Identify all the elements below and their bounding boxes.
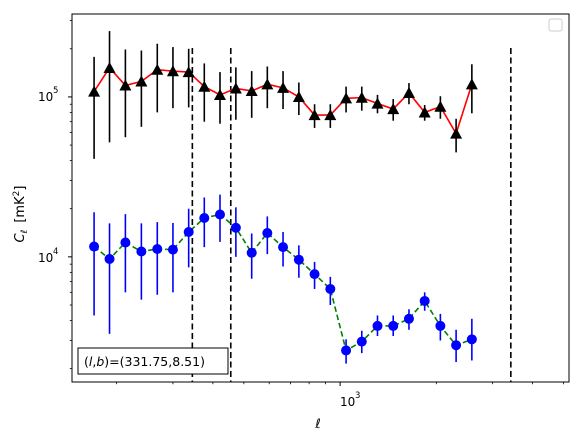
series-1: [89, 194, 477, 364]
series-0-marker-8: [213, 88, 226, 100]
series-0-marker-24: [465, 78, 478, 90]
series-0-marker-6: [182, 66, 195, 78]
series-1-marker-16: [341, 345, 352, 356]
series-1-marker-20: [403, 313, 414, 324]
series-0-marker-20: [402, 86, 415, 98]
series-0-marker-15: [324, 109, 337, 121]
series-0-marker-19: [387, 103, 400, 115]
series-0-marker-22: [434, 100, 447, 112]
annotation-box: (l,b)=(331.75,8.51): [77, 347, 229, 375]
y-tick-label-exp: 4: [53, 247, 58, 257]
series-0-marker-4: [151, 63, 164, 75]
series-1-marker-7: [199, 212, 210, 223]
series-0-marker-7: [198, 80, 211, 92]
series-1-marker-17: [356, 336, 367, 347]
series-0-marker-3: [135, 75, 148, 87]
series-0-marker-11: [261, 78, 274, 90]
y-axis-label: Cℓ[mK2]: [12, 186, 30, 243]
series-0-marker-12: [277, 81, 290, 93]
y-tick-label-1e5: 10 5: [38, 86, 58, 104]
series-1-marker-22: [435, 320, 446, 331]
series-1-marker-13: [293, 254, 304, 265]
series-1-marker-15: [325, 283, 336, 294]
series-1-marker-19: [388, 320, 399, 331]
x-tick-label-base: 10: [340, 395, 355, 409]
annotation-text: (l,b)=(331.75,8.51): [84, 354, 205, 369]
series-0-marker-9: [229, 82, 242, 94]
plot-area: [88, 31, 512, 382]
series-1-marker-12: [278, 242, 289, 253]
legend: [548, 18, 563, 32]
series-1-marker-18: [372, 320, 383, 331]
series-1-marker-14: [309, 269, 320, 280]
series-0-marker-14: [308, 109, 321, 121]
series-0-marker-2: [119, 79, 132, 91]
axes-frame: [71, 13, 570, 383]
series-1-marker-9: [230, 222, 241, 233]
series-1-marker-4: [152, 243, 163, 254]
x-tick-label-exp: 3: [355, 391, 360, 401]
series-1-marker-23: [451, 340, 462, 351]
series-0-marker-21: [418, 106, 431, 118]
y-tick-label-base: 10: [38, 90, 53, 104]
series-0-marker-10: [245, 84, 258, 97]
series-1-marker-2: [120, 237, 131, 248]
y-tick-label-exp: 5: [53, 86, 58, 96]
legend-empty-box: [548, 18, 563, 32]
series-0-marker-18: [371, 97, 384, 109]
series-1-marker-5: [167, 244, 178, 255]
series-1-marker-21: [419, 295, 430, 306]
series-0-marker-5: [166, 65, 179, 77]
series-1-marker-10: [246, 247, 257, 258]
y-tick-label-base: 10: [38, 251, 53, 265]
annotation-frame: [77, 347, 229, 375]
series-1-marker-24: [466, 334, 477, 345]
series-0-marker-16: [340, 92, 353, 104]
x-axis-label: ℓ: [314, 417, 320, 432]
series-1-marker-11: [262, 227, 273, 238]
series-0-marker-17: [355, 91, 368, 103]
series-1-marker-3: [136, 246, 147, 257]
series-0-marker-0: [88, 85, 101, 97]
x-tick-label-1e3: 10 3: [340, 391, 360, 409]
series-1-marker-8: [214, 209, 225, 220]
series-0: [88, 31, 478, 159]
y-tick-label-1e4: 10 4: [38, 247, 58, 265]
series-0-marker-1: [103, 61, 116, 73]
series-1-marker-1: [104, 253, 115, 264]
axis-ticks: [68, 20, 564, 386]
series-1-marker-0: [89, 241, 100, 252]
series-0-marker-23: [450, 127, 463, 139]
series-0-marker-13: [292, 90, 305, 103]
series-1-marker-6: [183, 227, 194, 238]
